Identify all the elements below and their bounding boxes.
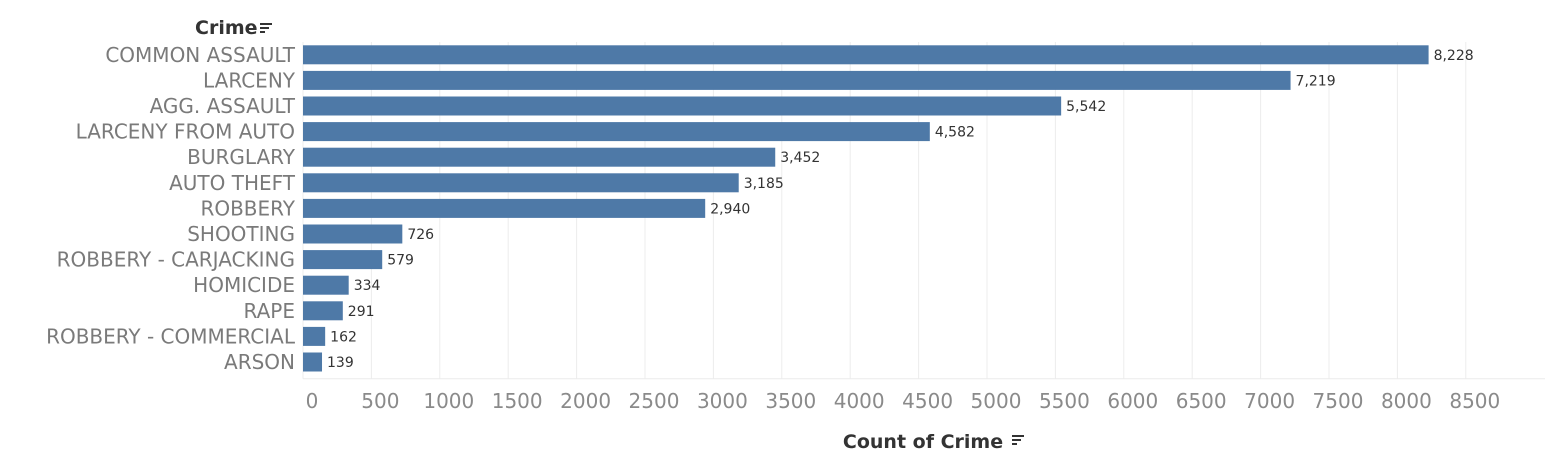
x-tick-label: 5500 — [1039, 389, 1090, 413]
value-label: 7,219 — [1296, 73, 1336, 89]
x-tick-label: 2500 — [629, 389, 680, 413]
x-tick-label: 4500 — [902, 389, 953, 413]
category-label[interactable]: COMMON ASSAULT — [105, 43, 295, 67]
x-tick-label: 6000 — [1107, 389, 1158, 413]
bar[interactable] — [303, 198, 706, 218]
value-label: 3,452 — [780, 150, 820, 166]
bar[interactable] — [303, 96, 1062, 116]
x-tick-label: 500 — [361, 389, 399, 413]
x-tick-label: 1500 — [492, 389, 543, 413]
category-label[interactable]: ROBBERY — [200, 196, 295, 220]
value-label: 334 — [354, 278, 381, 294]
value-label: 139 — [327, 355, 354, 371]
category-label[interactable]: ARSON — [224, 350, 295, 374]
x-tick-label: 1000 — [423, 389, 474, 413]
x-axis-title[interactable]: Count of Crime — [843, 431, 1003, 453]
value-label: 291 — [348, 304, 375, 320]
value-label: 3,185 — [744, 176, 784, 192]
category-label[interactable]: SHOOTING — [187, 222, 295, 246]
x-tick-label: 8500 — [1449, 389, 1500, 413]
x-tick-label: 0 — [306, 389, 319, 413]
x-tick-label: 7000 — [1244, 389, 1295, 413]
category-label[interactable]: LARCENY — [203, 68, 296, 92]
x-tick-label: 6500 — [1176, 389, 1227, 413]
value-label: 8,228 — [1434, 48, 1474, 64]
sort-descending-icon[interactable] — [1012, 435, 1024, 445]
category-label[interactable]: ROBBERY - COMMERCIAL — [46, 324, 296, 348]
bar[interactable] — [303, 122, 930, 142]
category-label[interactable]: RAPE — [244, 299, 295, 323]
x-tick-label: 5000 — [971, 389, 1022, 413]
category-label[interactable]: AUTO THEFT — [169, 171, 296, 195]
category-label[interactable]: AGG. ASSAULT — [150, 94, 296, 118]
bar[interactable] — [303, 45, 1429, 65]
value-label: 579 — [387, 253, 414, 269]
bar[interactable] — [303, 352, 323, 372]
bar[interactable] — [303, 301, 343, 321]
x-tick-label: 3000 — [697, 389, 748, 413]
sort-descending-icon[interactable] — [260, 23, 272, 33]
bar[interactable] — [303, 224, 403, 244]
bar[interactable] — [303, 250, 383, 270]
bar[interactable] — [303, 275, 349, 295]
x-tick-label: 4000 — [834, 389, 885, 413]
bar[interactable] — [303, 147, 776, 167]
x-tick-label: 8000 — [1381, 389, 1432, 413]
x-tick-label: 7500 — [1313, 389, 1364, 413]
x-tick-label: 2000 — [560, 389, 611, 413]
value-label: 2,940 — [710, 201, 750, 217]
x-tick-label: 3500 — [765, 389, 816, 413]
bar[interactable] — [303, 326, 326, 346]
category-label[interactable]: BURGLARY — [187, 145, 296, 169]
category-label[interactable]: ROBBERY - CARJACKING — [57, 248, 295, 272]
value-label: 162 — [330, 329, 357, 345]
value-label: 5,542 — [1066, 99, 1106, 115]
value-labels: 8,228 7,219 5,542 4,582 3,452 3,185 2,940 726 57… — [327, 48, 1474, 371]
category-label[interactable]: HOMICIDE — [193, 273, 295, 297]
bars — [303, 45, 1429, 372]
bar[interactable] — [303, 70, 1291, 90]
y-axis-title[interactable]: Crime — [195, 17, 258, 39]
value-label: 726 — [407, 227, 434, 243]
category-label[interactable]: LARCENY FROM AUTO — [76, 120, 295, 144]
x-axis-ticks: 0 500 1000 1500 2000 2500 3000 3500 4000 4500 5000… — [306, 389, 1501, 413]
value-label: 4,582 — [935, 125, 975, 141]
bar[interactable] — [303, 173, 739, 193]
